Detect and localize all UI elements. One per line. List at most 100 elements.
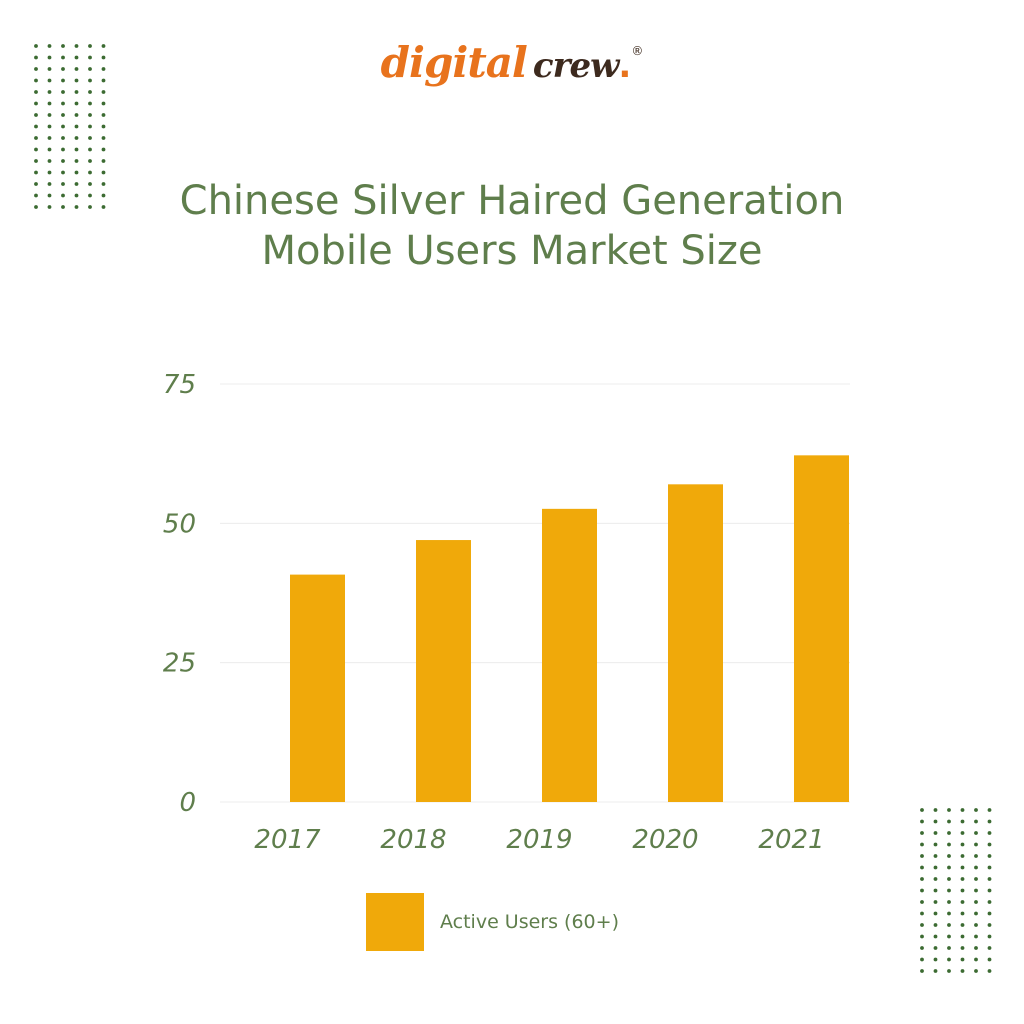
decorative-dot <box>974 946 978 950</box>
decorative-dot <box>920 911 924 916</box>
decorative-dot <box>947 877 951 881</box>
decorative-dot-grid-top-left <box>34 44 106 209</box>
x-tick-label: 2021 <box>758 825 824 855</box>
y-tick-label: 50 <box>163 509 196 539</box>
bar-2019 <box>542 508 597 802</box>
decorative-dot <box>960 831 965 835</box>
decorative-dot <box>920 946 924 950</box>
decorative-dot <box>74 147 79 152</box>
decorative-dot <box>987 877 992 881</box>
decorative-dot <box>74 205 79 209</box>
decorative-dot <box>47 124 52 129</box>
decorative-dot <box>974 923 978 927</box>
decorative-dot <box>947 969 951 973</box>
decorative-dot <box>933 957 938 962</box>
decorative-dot <box>88 90 92 94</box>
decorative-dot <box>101 90 106 94</box>
decorative-dot <box>61 205 65 209</box>
decorative-dot <box>933 946 938 950</box>
decorative-dot <box>974 842 978 847</box>
decorative-dot <box>947 819 951 824</box>
decorative-dot <box>47 147 52 152</box>
decorative-dot <box>987 900 992 904</box>
chart-legend: Active Users (60+) <box>366 892 619 952</box>
decorative-dot <box>74 44 79 48</box>
decorative-dot <box>947 934 951 939</box>
decorative-dot <box>920 842 924 847</box>
decorative-dot <box>34 136 38 140</box>
bar-2018 <box>416 540 471 802</box>
x-tick-label: 2018 <box>380 825 446 855</box>
decorative-dot <box>933 888 938 893</box>
decorative-dot <box>947 888 951 893</box>
decorative-dot <box>933 923 938 927</box>
decorative-dot <box>47 101 52 106</box>
decorative-dot <box>933 865 938 870</box>
decorative-dot <box>933 877 938 881</box>
decorative-dot <box>74 159 79 163</box>
decorative-dot <box>34 55 38 60</box>
decorative-dot <box>34 67 38 71</box>
decorative-dot <box>960 888 965 893</box>
decorative-dot <box>920 923 924 927</box>
decorative-dot <box>47 78 52 83</box>
decorative-dot <box>61 147 65 152</box>
decorative-dot <box>61 90 65 94</box>
decorative-dot <box>74 78 79 83</box>
decorative-dot <box>920 865 924 870</box>
decorative-dot <box>61 113 65 117</box>
x-tick-label: 2019 <box>506 825 572 855</box>
decorative-dot <box>987 888 992 893</box>
decorative-dot <box>987 865 992 870</box>
legend-swatch <box>366 893 424 951</box>
decorative-dot <box>88 147 92 152</box>
decorative-dot <box>47 159 52 163</box>
y-tick-label: 0 <box>179 788 196 818</box>
decorative-dot <box>987 911 992 916</box>
decorative-dot <box>88 78 92 83</box>
decorative-dot <box>74 182 79 186</box>
chart-title: Chinese Silver Haired Generation Mobile … <box>179 178 845 274</box>
decorative-dot <box>34 44 38 48</box>
decorative-dot <box>974 831 978 835</box>
decorative-dot <box>960 946 965 950</box>
decorative-dot <box>61 136 65 140</box>
decorative-dot <box>101 55 106 60</box>
decorative-dot <box>47 90 52 94</box>
decorative-dot <box>933 819 938 824</box>
decorative-dot <box>101 193 106 198</box>
decorative-dot <box>947 900 951 904</box>
decorative-dot-grid-bottom-right <box>920 808 992 973</box>
decorative-dot <box>101 147 106 152</box>
decorative-dot <box>88 55 92 60</box>
decorative-dot <box>960 900 965 904</box>
decorative-dot <box>960 923 965 927</box>
decorative-dot <box>61 159 65 163</box>
decorative-dot <box>960 808 965 812</box>
decorative-dot <box>933 900 938 904</box>
decorative-dot <box>88 170 92 175</box>
y-tick-label: 25 <box>163 649 196 679</box>
decorative-dot <box>920 934 924 939</box>
decorative-dot <box>974 854 978 858</box>
decorative-dot <box>947 842 951 847</box>
decorative-dot <box>947 923 951 927</box>
decorative-dot <box>101 67 106 71</box>
decorative-dot <box>61 170 65 175</box>
decorative-dot <box>61 67 65 71</box>
decorative-dot <box>933 854 938 858</box>
decorative-dot <box>74 136 79 140</box>
decorative-dot <box>74 170 79 175</box>
decorative-dot <box>61 124 65 129</box>
decorative-dot <box>34 113 38 117</box>
decorative-dot <box>101 113 106 117</box>
decorative-dot <box>47 113 52 117</box>
decorative-dot <box>960 877 965 881</box>
decorative-dot <box>920 900 924 904</box>
logo-word-crew: crew <box>532 46 620 86</box>
decorative-dot <box>34 159 38 163</box>
decorative-dot <box>88 113 92 117</box>
decorative-dot <box>974 911 978 916</box>
decorative-dot <box>88 159 92 163</box>
logo-dot: . <box>618 46 632 86</box>
